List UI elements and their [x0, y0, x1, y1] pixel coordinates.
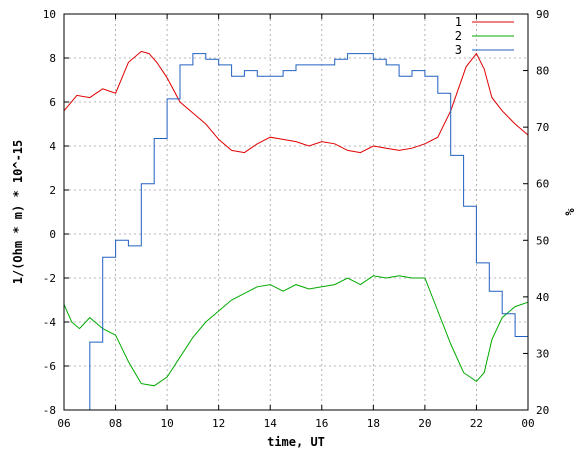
x-tick-label: 14: [264, 417, 278, 430]
y-axis-label: 1/(Ohm * m) * 10^-15: [11, 140, 25, 285]
legend-label-1: 1: [455, 15, 462, 29]
y-tick-label: 0: [49, 228, 56, 241]
y2-tick-label: 70: [536, 121, 549, 134]
x-tick-label: 16: [315, 417, 328, 430]
y2-axis-label: %: [563, 208, 577, 216]
ticks: 06 08 10 12 14 16 18 20 22 00-8-6-4-2024681020304…: [43, 8, 550, 430]
y2-tick-label: 80: [536, 65, 549, 78]
y2-tick-label: 90: [536, 8, 549, 21]
y-tick-label: 2: [49, 184, 56, 197]
y-tick-label: 6: [49, 96, 56, 109]
x-tick-label: 20: [418, 417, 431, 430]
y2-tick-label: 30: [536, 347, 549, 360]
legend-label-3: 3: [455, 43, 462, 57]
x-tick-label: 06: [57, 417, 70, 430]
x-tick-label: 18: [367, 417, 380, 430]
series-group: [63, 50, 529, 411]
y-tick-label: -8: [43, 404, 56, 417]
x-tick-label: 10: [160, 417, 173, 430]
legend-label-2: 2: [455, 29, 462, 43]
y-tick-label: 8: [49, 52, 56, 65]
x-tick-label: 00: [521, 417, 534, 430]
series-1-line: [63, 50, 529, 154]
plot-frame: [63, 13, 529, 411]
y-tick-label: -6: [43, 360, 56, 373]
y2-tick-label: 50: [536, 234, 549, 247]
series-3-line: [64, 53, 528, 411]
y2-tick-label: 20: [536, 404, 549, 417]
grid: [64, 14, 528, 410]
x-tick-label: 08: [109, 417, 122, 430]
y2-tick-label: 60: [536, 178, 549, 191]
x-tick-label: 12: [212, 417, 225, 430]
legend: 123: [455, 15, 514, 57]
x-axis-label: time, UT: [267, 435, 325, 449]
x-tick-label: 22: [470, 417, 483, 430]
y-tick-label: -4: [43, 316, 57, 329]
y-tick-label: 4: [49, 140, 56, 153]
y2-tick-label: 40: [536, 291, 549, 304]
series-2-line: [63, 275, 529, 387]
y-tick-label: -2: [43, 272, 56, 285]
y-tick-label: 10: [43, 8, 56, 21]
